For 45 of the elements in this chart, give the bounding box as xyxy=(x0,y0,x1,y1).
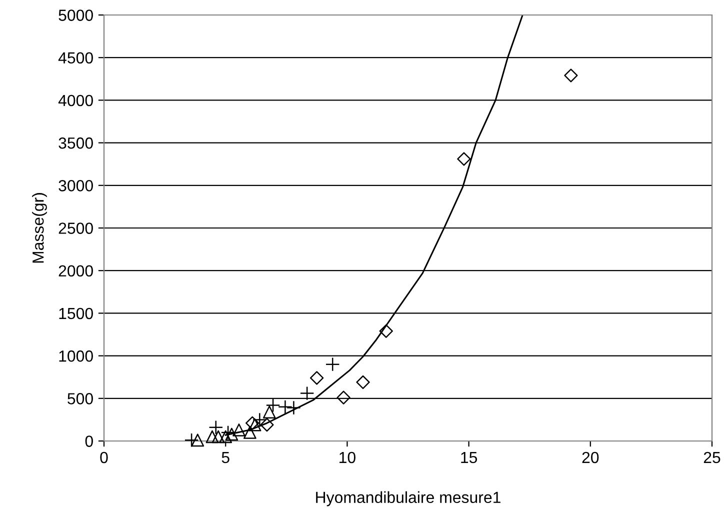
point xyxy=(252,412,267,427)
point xyxy=(310,371,324,385)
y-tick-label: 3500 xyxy=(58,137,93,149)
point xyxy=(325,357,340,372)
x-tick-label: 25 xyxy=(704,452,720,464)
point xyxy=(286,400,301,415)
point xyxy=(246,416,260,430)
point xyxy=(457,152,471,166)
x-axis-title: Hyomandibulaire mesure1 xyxy=(316,491,500,506)
y-tick-label: 1000 xyxy=(59,350,93,362)
point xyxy=(232,423,246,436)
point xyxy=(208,420,224,435)
y-tick-label: 1500 xyxy=(59,308,93,320)
y-axis-title: Masse(gr) xyxy=(32,193,47,263)
point xyxy=(206,430,219,444)
y-tick-label: 2000 xyxy=(58,265,93,277)
point xyxy=(184,432,199,448)
point xyxy=(248,418,262,432)
y-tick-label: 0 xyxy=(85,436,93,447)
point xyxy=(266,398,280,412)
point xyxy=(219,430,232,444)
x-tick-label: 10 xyxy=(340,452,356,464)
y-tick-label: 2500 xyxy=(58,222,93,234)
point xyxy=(564,68,578,82)
point xyxy=(262,406,276,418)
point xyxy=(379,324,393,338)
point xyxy=(243,426,256,439)
point xyxy=(356,375,370,390)
y-tick-label: 5000 xyxy=(58,10,93,21)
point xyxy=(212,430,225,444)
x-tick-label: 20 xyxy=(582,452,599,464)
point xyxy=(278,400,292,414)
y-tick-label: 4500 xyxy=(58,52,93,64)
point xyxy=(225,428,238,441)
point xyxy=(300,386,314,400)
point xyxy=(260,418,274,432)
point xyxy=(220,425,236,440)
x-tick-label: 0 xyxy=(100,452,108,464)
x-tick-label: 15 xyxy=(461,452,478,464)
y-tick-label: 500 xyxy=(68,393,93,404)
point xyxy=(336,390,350,404)
y-tick-label: 4000 xyxy=(58,94,93,106)
point xyxy=(191,434,204,447)
y-tick-label: 3000 xyxy=(58,180,93,192)
x-tick-label: 5 xyxy=(222,452,230,464)
